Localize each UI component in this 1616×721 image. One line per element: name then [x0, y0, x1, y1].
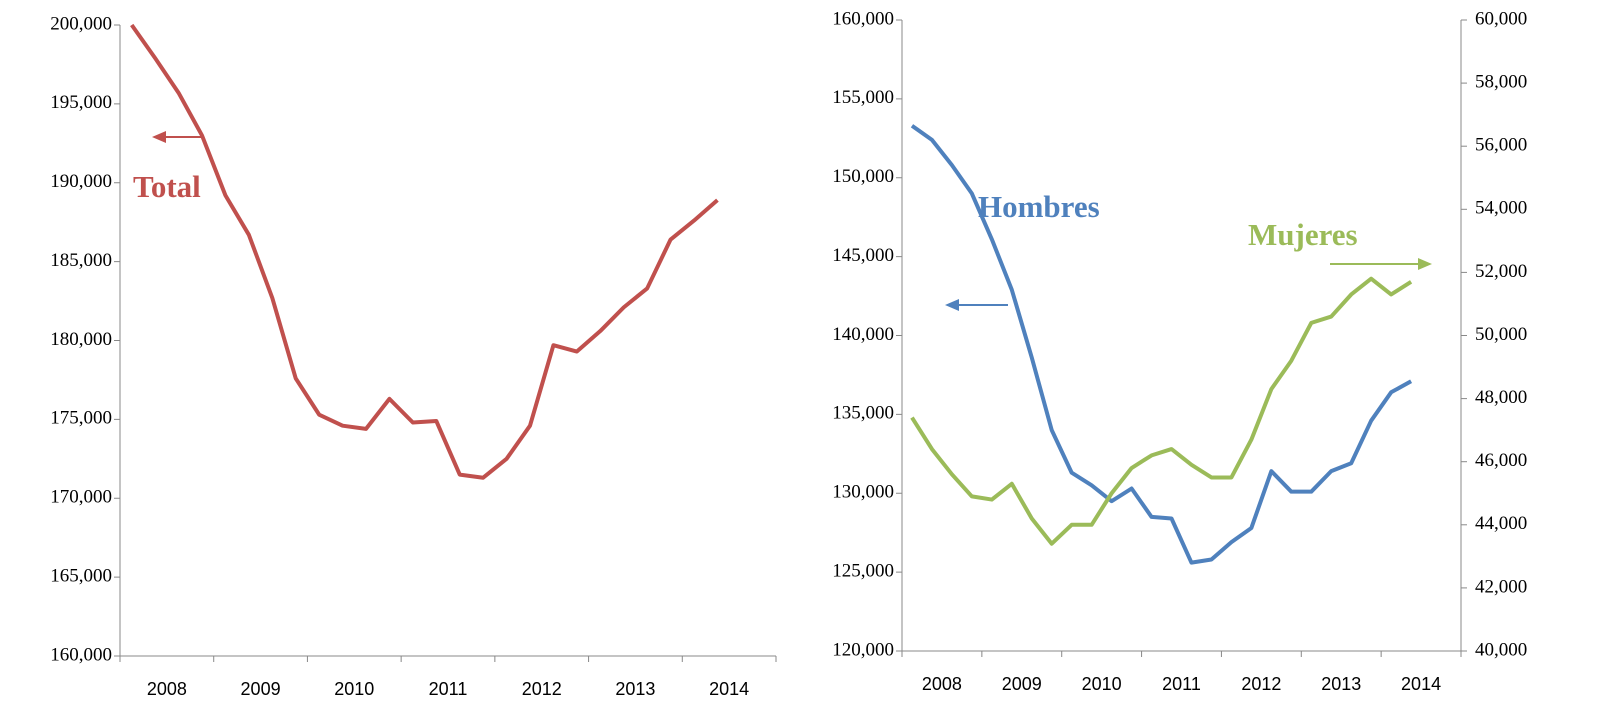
y2-tick-label: 50,000	[1475, 324, 1527, 345]
y-tick-label: 130,000	[832, 482, 894, 503]
x-tick-label: 2009	[241, 679, 281, 699]
y2-tick-label: 40,000	[1475, 639, 1527, 660]
y-tick-label: 160,000	[832, 8, 894, 29]
y-tick-label: 170,000	[50, 487, 112, 508]
x-tick-label: 2013	[615, 679, 655, 699]
y2-tick-label: 54,000	[1475, 198, 1527, 219]
x-tick-label: 2014	[1401, 674, 1441, 694]
y-tick-label: 185,000	[50, 250, 112, 271]
y-tick-label: 120,000	[832, 639, 894, 660]
y-tick-label: 160,000	[50, 644, 112, 665]
series-line	[910, 124, 1413, 565]
series-label: Total	[133, 169, 201, 204]
y2-tick-label: 42,000	[1475, 576, 1527, 597]
y-tick-label: 200,000	[50, 13, 112, 34]
series-line	[910, 276, 1413, 546]
y-tick-label: 140,000	[832, 324, 894, 345]
arrow-head	[152, 131, 166, 143]
x-tick-label: 2009	[1002, 674, 1042, 694]
x-tick-label: 2012	[522, 679, 562, 699]
y-tick-label: 135,000	[832, 403, 894, 424]
x-tick-label: 2010	[334, 679, 374, 699]
arrow-head	[945, 299, 959, 311]
x-tick-label: 2013	[1321, 674, 1361, 694]
y2-tick-label: 48,000	[1475, 387, 1527, 408]
y-tick-label: 150,000	[832, 166, 894, 187]
x-tick-label: 2008	[922, 674, 962, 694]
y2-tick-label: 46,000	[1475, 450, 1527, 471]
y-tick-label: 125,000	[832, 560, 894, 581]
x-tick-label: 2008	[147, 679, 187, 699]
y-tick-label: 190,000	[50, 171, 112, 192]
y2-tick-label: 56,000	[1475, 135, 1527, 156]
x-tick-label: 2012	[1241, 674, 1281, 694]
series-label: Mujeres	[1248, 217, 1358, 252]
y-tick-label: 165,000	[50, 565, 112, 586]
x-tick-label: 2010	[1082, 674, 1122, 694]
y-tick-label: 175,000	[50, 408, 112, 429]
y2-tick-label: 44,000	[1475, 513, 1527, 534]
y2-tick-label: 60,000	[1475, 8, 1527, 29]
x-tick-label: 2014	[709, 679, 749, 699]
series-line	[130, 23, 719, 480]
arrow-head	[1418, 258, 1432, 270]
y-tick-label: 195,000	[50, 92, 112, 113]
y-tick-label: 155,000	[832, 87, 894, 108]
x-tick-label: 2011	[429, 679, 468, 699]
y-tick-label: 145,000	[832, 245, 894, 266]
y-tick-label: 180,000	[50, 329, 112, 350]
y2-tick-label: 52,000	[1475, 261, 1527, 282]
series-label: Hombres	[978, 189, 1100, 224]
y2-tick-label: 58,000	[1475, 71, 1527, 92]
x-tick-label: 2011	[1162, 674, 1201, 694]
